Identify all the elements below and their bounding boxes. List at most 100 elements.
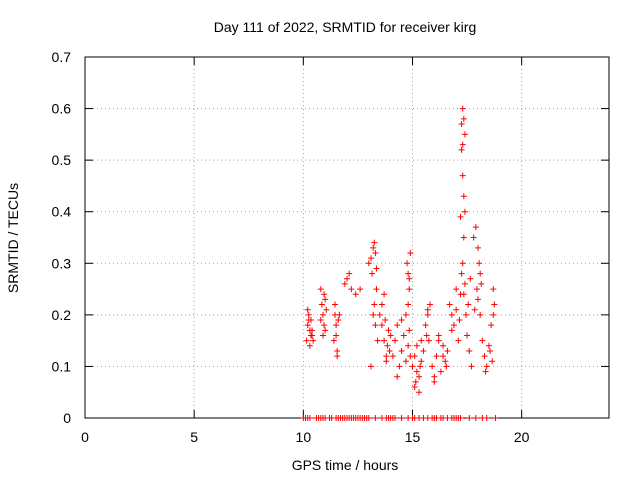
data-point bbox=[435, 332, 442, 339]
data-point bbox=[433, 353, 440, 360]
data-point bbox=[374, 337, 381, 344]
data-point bbox=[476, 260, 483, 267]
data-point bbox=[381, 337, 388, 344]
data-point bbox=[431, 373, 438, 380]
data-point bbox=[444, 347, 451, 354]
data-point bbox=[423, 332, 430, 339]
data-point bbox=[396, 363, 403, 370]
data-point bbox=[394, 373, 401, 380]
data-point bbox=[464, 332, 471, 339]
data-point bbox=[461, 208, 468, 215]
x-axis-label: GPS time / hours bbox=[292, 457, 399, 473]
data-point bbox=[389, 353, 396, 360]
y-tick-label: 0.4 bbox=[52, 204, 72, 220]
baseline-point bbox=[398, 415, 405, 421]
data-point bbox=[321, 291, 328, 298]
data-point bbox=[458, 121, 465, 128]
data-point bbox=[460, 234, 467, 241]
data-point bbox=[319, 332, 326, 339]
data-point bbox=[482, 368, 489, 375]
data-point bbox=[465, 301, 472, 308]
data-point bbox=[459, 172, 466, 179]
data-point bbox=[309, 327, 316, 334]
data-point bbox=[461, 131, 468, 138]
data-point bbox=[487, 347, 494, 354]
data-point bbox=[485, 342, 492, 349]
data-point bbox=[402, 311, 409, 318]
data-point bbox=[437, 368, 444, 375]
data-point bbox=[373, 265, 380, 272]
data-point bbox=[460, 291, 467, 298]
data-point bbox=[373, 286, 380, 293]
x-tick-label: 0 bbox=[81, 429, 89, 445]
data-point bbox=[398, 317, 405, 324]
data-point bbox=[305, 317, 312, 324]
data-point bbox=[424, 311, 431, 318]
data-point bbox=[386, 347, 393, 354]
data-point bbox=[323, 306, 330, 313]
data-point bbox=[471, 306, 478, 313]
data-point bbox=[376, 311, 383, 318]
data-point bbox=[335, 317, 342, 324]
data-point bbox=[378, 301, 385, 308]
data-point bbox=[448, 327, 455, 334]
data-point bbox=[317, 317, 324, 324]
data-point bbox=[304, 306, 311, 313]
data-point bbox=[370, 244, 377, 251]
data-point bbox=[352, 291, 359, 298]
data-point bbox=[406, 286, 413, 293]
data-point bbox=[394, 322, 401, 329]
data-point bbox=[490, 286, 497, 293]
data-point bbox=[383, 353, 390, 360]
data-point bbox=[333, 332, 340, 339]
data-point bbox=[387, 332, 394, 339]
data-point bbox=[369, 270, 376, 277]
data-point bbox=[305, 311, 312, 318]
data-point bbox=[450, 322, 457, 329]
data-point bbox=[336, 311, 343, 318]
data-point bbox=[383, 358, 390, 365]
data-point bbox=[455, 337, 462, 344]
data-point bbox=[422, 322, 429, 329]
data-point bbox=[318, 301, 325, 308]
data-point bbox=[477, 311, 484, 318]
data-point bbox=[368, 363, 375, 370]
data-point bbox=[413, 342, 420, 349]
data-point bbox=[405, 270, 412, 277]
data-point bbox=[333, 322, 340, 329]
data-point bbox=[442, 358, 449, 365]
x-tick-label: 15 bbox=[405, 429, 421, 445]
data-point bbox=[453, 286, 460, 293]
data-point bbox=[319, 311, 326, 318]
baseline-point bbox=[306, 415, 313, 421]
data-point bbox=[306, 342, 313, 349]
y-tick-label: 0.6 bbox=[52, 101, 72, 117]
data-point bbox=[411, 353, 418, 360]
y-tick-label: 0.3 bbox=[52, 255, 72, 271]
data-point bbox=[372, 249, 379, 256]
data-point bbox=[417, 363, 424, 370]
data-point bbox=[425, 337, 432, 344]
chart-title: Day 111 of 2022, SRMTID for receiver kir… bbox=[214, 19, 476, 35]
data-point bbox=[457, 213, 464, 220]
y-tick-label: 0.7 bbox=[52, 49, 72, 65]
y-tick-label: 0.1 bbox=[52, 358, 72, 374]
data-point bbox=[384, 342, 391, 349]
data-point bbox=[416, 389, 423, 396]
data-point bbox=[322, 296, 329, 303]
data-point bbox=[489, 358, 496, 365]
data-point bbox=[458, 146, 465, 153]
baseline-point bbox=[492, 415, 499, 421]
data-point bbox=[346, 270, 353, 277]
data-point bbox=[475, 296, 481, 303]
data-point bbox=[456, 317, 463, 324]
x-tick-label: 20 bbox=[514, 429, 530, 445]
data-point bbox=[322, 327, 329, 334]
data-point bbox=[462, 311, 469, 318]
data-point bbox=[334, 347, 341, 354]
data-point bbox=[481, 353, 488, 360]
data-point bbox=[478, 280, 485, 287]
data-point bbox=[317, 286, 324, 293]
data-point bbox=[371, 239, 378, 246]
data-point bbox=[459, 141, 466, 148]
